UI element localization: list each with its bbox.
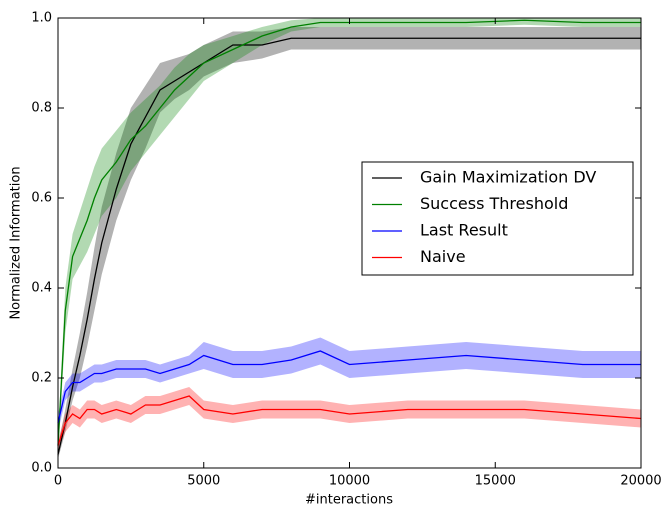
x-axis-label: #interactions (305, 493, 393, 508)
legend-label: Gain Maximization DV (420, 168, 596, 187)
legend-label: Last Result (420, 221, 508, 240)
y-tick-label: 0.8 (31, 101, 52, 116)
y-tick-label: 1.0 (31, 11, 52, 26)
series-line (57, 395, 642, 446)
y-tick-label: 0.2 (31, 371, 52, 386)
legend-label: Naive (420, 247, 466, 266)
x-tick-label: 5000 (187, 474, 220, 489)
legend: Gain Maximization DV Success Threshold Las… (361, 161, 634, 276)
legend-label: Success Threshold (420, 194, 568, 213)
y-axis-label: Normalized Information (9, 166, 24, 319)
y-tick-label: 0.0 (31, 461, 52, 476)
confidence-band (58, 337, 641, 432)
series-line (57, 350, 641, 424)
series-line (57, 37, 641, 455)
y-tick-label: 0.6 (31, 191, 52, 206)
x-tick-label: 15000 (475, 474, 516, 489)
x-tick-label: 0 (54, 474, 62, 489)
x-tick-label: 10000 (329, 474, 370, 489)
confidence-band (58, 387, 641, 450)
y-tick-label: 0.4 (31, 281, 52, 296)
legend-box (361, 161, 634, 276)
x-tick-label: 20000 (620, 474, 661, 489)
series-line (57, 19, 641, 446)
